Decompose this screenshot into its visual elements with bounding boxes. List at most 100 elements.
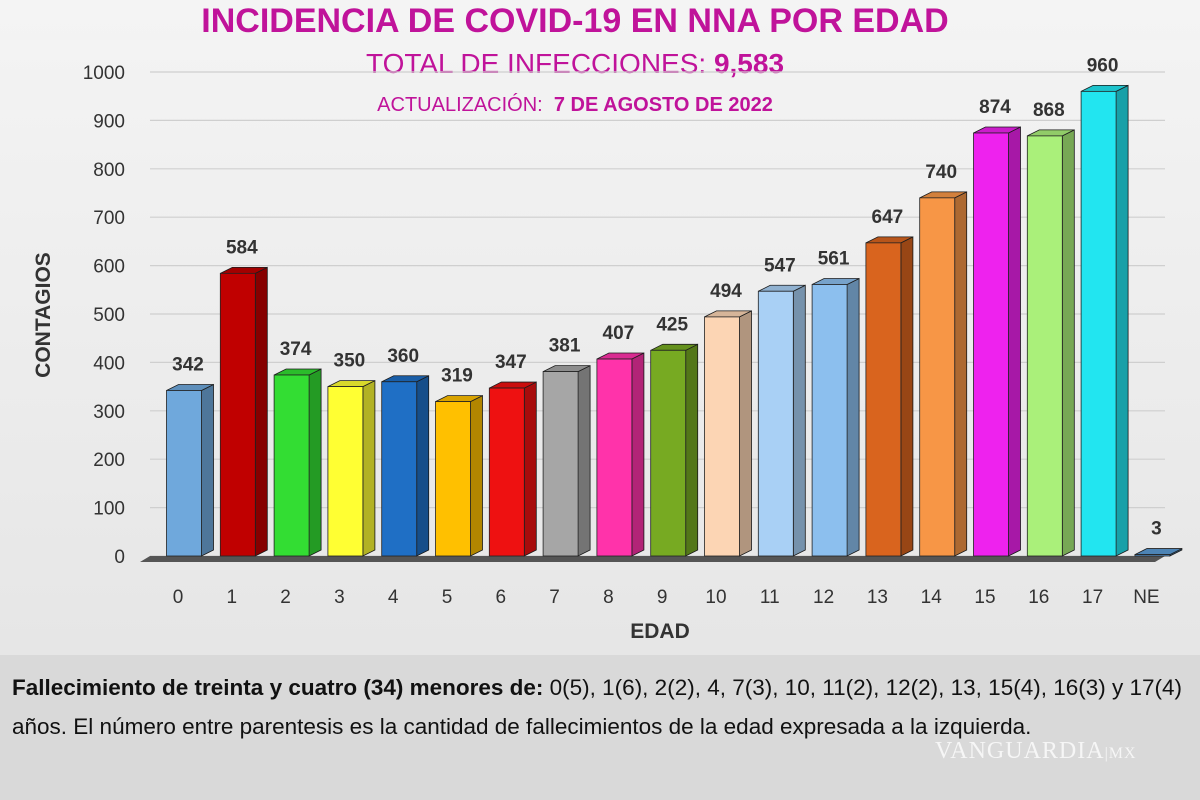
y-tick-label: 0 bbox=[114, 547, 125, 568]
y-tick-label: 300 bbox=[93, 402, 125, 423]
footnote-bold: Fallecimiento de treinta y cuatro (34) m… bbox=[12, 675, 544, 700]
data-label: 381 bbox=[549, 336, 581, 357]
bar bbox=[1080, 90, 1117, 557]
x-tick-label: 0 bbox=[173, 587, 184, 608]
data-label: 740 bbox=[925, 162, 957, 183]
y-tick-label: 100 bbox=[93, 499, 125, 520]
x-tick-label: 6 bbox=[496, 587, 507, 608]
y-axis-label: CONTAGIOS bbox=[32, 252, 55, 378]
x-tick-label: 12 bbox=[813, 587, 834, 608]
x-tick-label: 10 bbox=[705, 587, 726, 608]
chart-title: INCIDENCIA DE COVID-19 EN NNA POR EDAD bbox=[201, 2, 949, 40]
y-tick-label: 800 bbox=[93, 160, 125, 181]
x-tick-label: 15 bbox=[974, 587, 995, 608]
bar bbox=[488, 387, 525, 557]
bar-side bbox=[577, 364, 591, 557]
bar bbox=[919, 197, 956, 557]
y-tick-label: 400 bbox=[93, 353, 125, 374]
data-label: 494 bbox=[710, 281, 742, 302]
data-label: 374 bbox=[280, 339, 312, 360]
x-tick-label: 3 bbox=[334, 587, 345, 608]
bar-side bbox=[308, 368, 322, 557]
total-value: 9,583 bbox=[713, 48, 785, 79]
bar-side bbox=[1061, 129, 1075, 557]
bar-side bbox=[954, 191, 968, 557]
bar-side bbox=[254, 266, 268, 557]
bar bbox=[1134, 554, 1171, 557]
data-label: 960 bbox=[1087, 55, 1119, 76]
bar-chart: 0100200300400500600700800900100034205841… bbox=[32, 55, 1183, 643]
bar-side bbox=[416, 375, 430, 557]
footnote: Fallecimiento de treinta y cuatro (34) m… bbox=[12, 668, 1192, 746]
bar-side bbox=[739, 310, 752, 557]
y-tick-label: 1000 bbox=[83, 63, 125, 84]
x-axis-label: EDAD bbox=[630, 620, 690, 643]
update-value: 7 DE AGOSTO DE 2022 bbox=[553, 94, 773, 116]
bar-side bbox=[1115, 84, 1129, 557]
x-tick-label: 14 bbox=[921, 587, 943, 608]
x-tick-label: 16 bbox=[1028, 587, 1049, 608]
bar-side bbox=[1008, 126, 1021, 557]
bar bbox=[704, 316, 740, 557]
bar bbox=[596, 358, 633, 557]
footnote-text: 0(5), 1(6), 2(2), 4, 7(3), 10, 11(2), 12… bbox=[12, 675, 1183, 739]
data-label: 584 bbox=[226, 237, 258, 258]
bar bbox=[327, 386, 364, 557]
x-tick-label: 17 bbox=[1082, 587, 1103, 608]
bar bbox=[435, 401, 471, 557]
bar bbox=[811, 284, 848, 557]
data-label: 547 bbox=[764, 255, 796, 276]
bar-side bbox=[792, 284, 806, 557]
x-tick-label: 13 bbox=[867, 587, 888, 608]
x-tick-label: 7 bbox=[549, 587, 560, 608]
data-label: 360 bbox=[387, 346, 419, 367]
x-tick-label: 4 bbox=[388, 587, 399, 608]
bar-side bbox=[362, 379, 376, 557]
x-tick-label: 8 bbox=[603, 587, 614, 608]
data-label: 319 bbox=[441, 366, 473, 387]
x-tick-label: 11 bbox=[760, 587, 780, 608]
bar bbox=[757, 290, 794, 557]
bar-side bbox=[201, 383, 214, 557]
bar-side bbox=[685, 343, 699, 557]
x-tick-label: 2 bbox=[280, 587, 291, 608]
bar-side bbox=[846, 277, 860, 557]
data-label: 342 bbox=[172, 354, 204, 375]
bar bbox=[542, 371, 579, 557]
update-label: ACTUALIZACIÓN: bbox=[377, 94, 543, 116]
data-label: 874 bbox=[979, 97, 1011, 118]
x-tick-label: 1 bbox=[227, 587, 238, 608]
chart-area: INCIDENCIA DE COVID-19 EN NNA POR EDAD T… bbox=[0, 0, 1200, 655]
x-axis-floor bbox=[140, 556, 1165, 562]
bar bbox=[273, 374, 310, 557]
x-tick-label: 9 bbox=[657, 587, 668, 608]
bar bbox=[381, 381, 418, 557]
y-tick-label: 700 bbox=[93, 208, 125, 229]
bar bbox=[166, 390, 202, 557]
bar bbox=[973, 132, 1009, 557]
total-label: TOTAL DE INFECCIONES: bbox=[365, 48, 707, 79]
data-label: 350 bbox=[334, 351, 366, 372]
bar-side bbox=[631, 352, 645, 557]
bar bbox=[1026, 135, 1063, 557]
bar bbox=[219, 272, 256, 557]
data-label: 561 bbox=[818, 248, 850, 269]
y-tick-label: 900 bbox=[93, 111, 125, 132]
data-label: 407 bbox=[603, 323, 635, 344]
chart-update: ACTUALIZACIÓN: 7 DE AGOSTO DE 2022 bbox=[0, 94, 1150, 117]
chart-subtitle: TOTAL DE INFECCIONES: 9,583 bbox=[0, 48, 1150, 80]
y-tick-label: 200 bbox=[93, 450, 125, 471]
bar-side bbox=[900, 236, 914, 557]
bar-side bbox=[523, 381, 537, 557]
data-label: 3 bbox=[1151, 519, 1162, 540]
watermark-logo: VANGUARDIA|MX bbox=[935, 738, 1137, 764]
y-tick-label: 600 bbox=[93, 257, 125, 278]
x-tick-label: 5 bbox=[442, 587, 453, 608]
data-label: 647 bbox=[872, 207, 904, 228]
x-tick-label: NE bbox=[1133, 587, 1159, 608]
bar bbox=[650, 349, 687, 557]
bar-side bbox=[470, 394, 483, 557]
data-label: 347 bbox=[495, 352, 527, 373]
bar bbox=[865, 242, 902, 557]
y-tick-label: 500 bbox=[93, 305, 125, 326]
